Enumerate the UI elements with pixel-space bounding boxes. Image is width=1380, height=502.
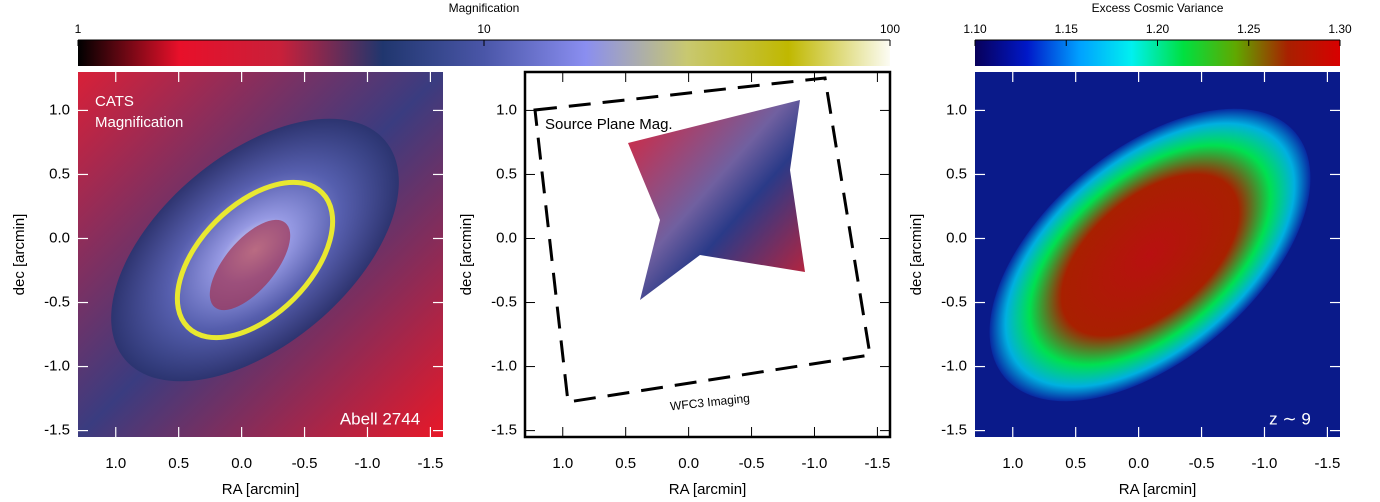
y-tick-label: -1.0 <box>44 358 70 375</box>
colorbar-title: Magnification <box>449 1 520 15</box>
y-tick-label: -0.5 <box>491 293 517 310</box>
x-tick-label: -1.5 <box>1314 455 1340 472</box>
y-tick-label: 0.0 <box>496 229 517 246</box>
y-tick-label: -1.0 <box>491 358 517 375</box>
annotation: CATS <box>95 93 134 110</box>
y-tick-label: -1.5 <box>491 422 517 439</box>
colorbar-tick-label: 10 <box>477 22 491 36</box>
y-tick-label: 0.0 <box>946 229 967 246</box>
x-tick-label: -1.0 <box>1252 455 1278 472</box>
x-tick-label: -1.5 <box>417 455 443 472</box>
x-tick-label: 0.0 <box>678 455 699 472</box>
y-tick-label: -0.5 <box>941 293 967 310</box>
x-tick-label: 0.5 <box>168 455 189 472</box>
y-tick-label: 0.5 <box>496 165 517 182</box>
annotation: z ∼ 9 <box>1269 409 1311 428</box>
x-tick-label: 1.0 <box>1002 455 1023 472</box>
panel-3-image <box>975 72 1340 437</box>
x-tick-label: 0.5 <box>1065 455 1086 472</box>
x-tick-label: -0.5 <box>292 455 318 472</box>
y-tick-label: 0.0 <box>49 229 70 246</box>
colorbar-tick-label: 1.20 <box>1146 22 1170 36</box>
y-axis-label: dec [arcmin] <box>11 214 28 296</box>
x-axis-label: RA [arcmin] <box>669 481 747 498</box>
panel-frame <box>523 70 892 439</box>
y-tick-label: 0.5 <box>946 165 967 182</box>
x-tick-label: 1.0 <box>105 455 126 472</box>
x-tick-label: -1.5 <box>864 455 890 472</box>
y-tick-label: -0.5 <box>44 293 70 310</box>
panel-2-image <box>525 72 890 437</box>
x-tick-label: -0.5 <box>739 455 765 472</box>
colorbar-tick-label: 1.15 <box>1055 22 1079 36</box>
annotation: Magnification <box>95 114 183 131</box>
x-tick-label: 0.5 <box>615 455 636 472</box>
annotation: Source Plane Mag. <box>545 116 673 133</box>
colorbar-tick-label: 1 <box>75 22 82 36</box>
x-tick-label: -0.5 <box>1189 455 1215 472</box>
x-tick-label: -1.0 <box>355 455 381 472</box>
y-tick-label: 1.0 <box>946 101 967 118</box>
y-tick-label: -1.5 <box>44 422 70 439</box>
x-axis-label: RA [arcmin] <box>1119 481 1197 498</box>
x-tick-label: 0.0 <box>1128 455 1149 472</box>
colorbar-tick-label: 1.25 <box>1237 22 1261 36</box>
panel-1-image <box>78 72 443 437</box>
colorbar-tick-label: 1.30 <box>1328 22 1352 36</box>
colorbar-tick-label: 1.10 <box>963 22 987 36</box>
colorbar-tick-label: 100 <box>880 22 900 36</box>
x-tick-label: -1.0 <box>802 455 828 472</box>
y-tick-label: -1.5 <box>941 422 967 439</box>
y-tick-label: 1.0 <box>49 101 70 118</box>
y-tick-label: 1.0 <box>496 101 517 118</box>
x-tick-label: 1.0 <box>552 455 573 472</box>
annotation: Abell 2744 <box>340 409 420 428</box>
y-tick-label: -1.0 <box>941 358 967 375</box>
y-axis-label: dec [arcmin] <box>458 214 475 296</box>
colorbar-title: Excess Cosmic Variance <box>1092 1 1224 15</box>
x-axis-label: RA [arcmin] <box>222 481 300 498</box>
y-tick-label: 0.5 <box>49 165 70 182</box>
y-axis-label: dec [arcmin] <box>908 214 925 296</box>
x-tick-label: 0.0 <box>231 455 252 472</box>
